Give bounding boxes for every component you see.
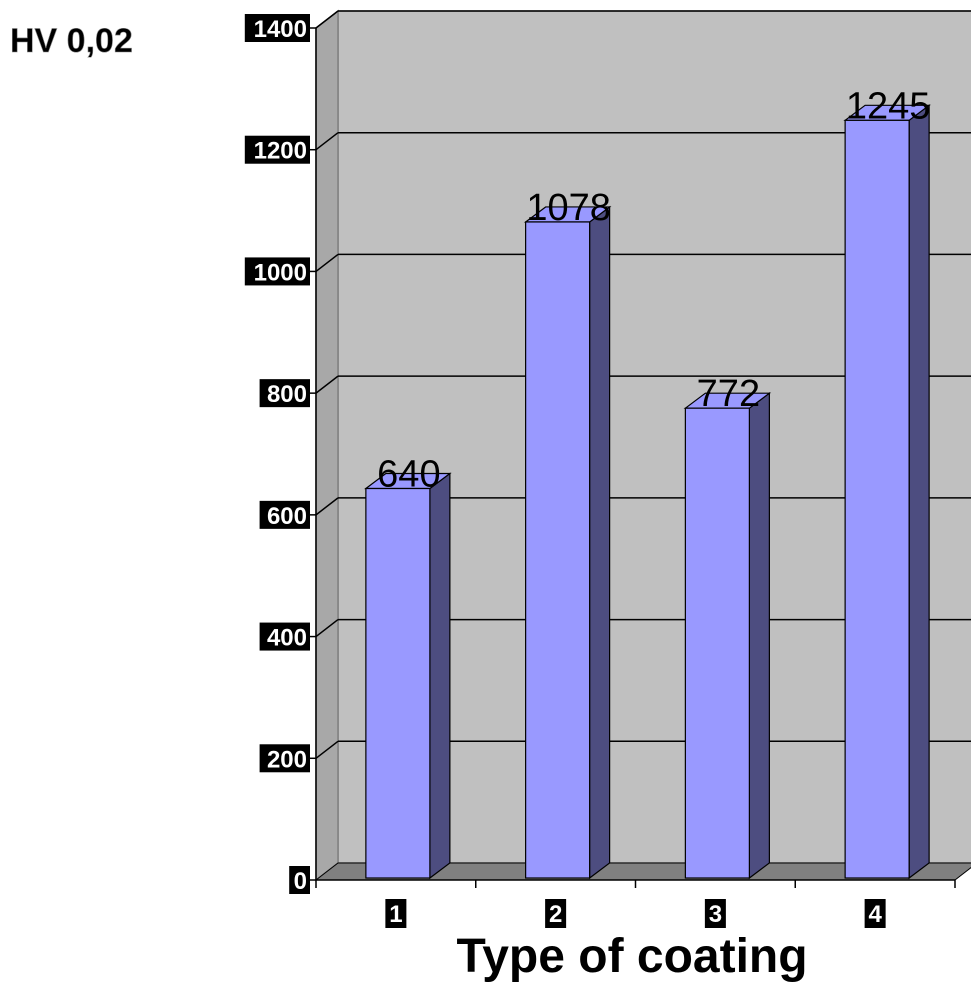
- y-tick-label-bg: [259, 500, 310, 529]
- x-tick-label-bg: [545, 899, 567, 928]
- y-tick-label-bg: [244, 257, 310, 286]
- data-label: 772: [697, 373, 760, 415]
- bar-side: [748, 391, 770, 880]
- gridline-side: [315, 618, 339, 638]
- bar-front: [365, 487, 431, 879]
- gridline-side: [315, 132, 339, 151]
- bar-group: [364, 104, 931, 880]
- x-tick-label: 4: [868, 901, 882, 928]
- bar: [364, 472, 452, 880]
- x-tick-label-bg: [385, 899, 407, 928]
- y-tick-label-bg: [244, 135, 310, 164]
- y-tick-label-bg: [259, 622, 310, 651]
- y-axis-title: HV 0,02: [10, 22, 133, 60]
- y-tick-label-bg: [259, 744, 310, 773]
- y-tick-label-bg: [259, 379, 310, 408]
- data-label: 1245: [846, 85, 931, 127]
- y-tick-label: 200: [267, 746, 307, 773]
- label-group: 0 200 400 600 800 1000 1200 1400 640 1 1078 2 772 3 12…: [244, 14, 931, 928]
- y-tick-label: 1000: [254, 259, 307, 286]
- gridline-side: [315, 497, 339, 516]
- bar-side: [908, 104, 930, 880]
- bar: [683, 391, 772, 880]
- y-tick-label: 0: [294, 868, 307, 895]
- data-label: 640: [377, 454, 440, 496]
- y-tick-label: 1200: [254, 138, 307, 165]
- x-axis-title: Type of coating: [456, 930, 807, 983]
- bar-side: [589, 205, 611, 880]
- y-tick-label-bg: [289, 866, 310, 894]
- gridline-side: [315, 10, 339, 29]
- bar-front: [525, 221, 591, 879]
- y-tick-label-bg: [244, 14, 310, 42]
- bar-front: [684, 407, 750, 879]
- x-tick-label-bg: [704, 899, 726, 928]
- x-tick-label-bg: [864, 899, 886, 928]
- x-tick-label: 1: [389, 901, 402, 928]
- gridline-side: [315, 253, 339, 273]
- bar: [843, 104, 931, 880]
- y-tick-label: 800: [267, 381, 307, 408]
- bar-front: [844, 119, 910, 879]
- y-tick-label: 600: [267, 503, 307, 530]
- x-tick-label: 2: [549, 901, 562, 928]
- data-label: 1078: [526, 187, 611, 229]
- y-tick-label: 1400: [254, 16, 307, 43]
- y-tick-label: 400: [267, 625, 307, 652]
- x-tick-label: 3: [709, 901, 722, 928]
- bar: [523, 205, 612, 880]
- gridline-side: [315, 375, 339, 394]
- gridline-side: [315, 740, 339, 759]
- bar-side: [429, 472, 451, 880]
